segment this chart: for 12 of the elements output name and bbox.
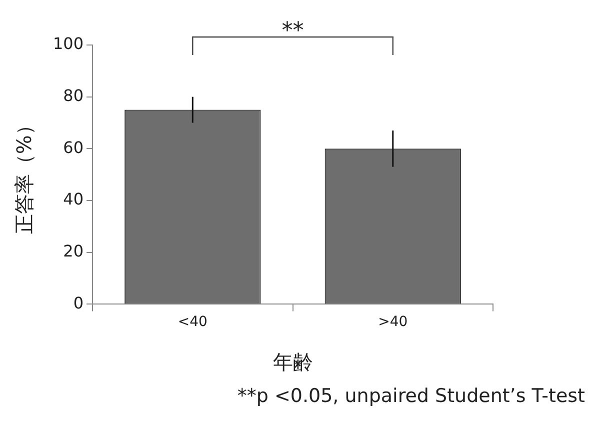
y-tick-label: 20 <box>63 242 84 261</box>
x-tick-label: <40 <box>178 314 208 330</box>
y-tick-label: 100 <box>52 34 84 54</box>
text: ** <box>282 18 304 44</box>
x-axis-title: 年齢 <box>272 350 313 374</box>
text: **p <0.05, unpaired Student’s T-test <box>236 385 586 407</box>
y-axis-title: 正答率（%） <box>12 115 36 234</box>
y-tick-label: 80 <box>63 86 84 105</box>
y-tick-label: 40 <box>63 190 84 209</box>
x-tick-label: >40 <box>378 314 408 330</box>
y-tick-label: 0 <box>73 293 84 312</box>
y-tick-label: 60 <box>63 138 84 157</box>
